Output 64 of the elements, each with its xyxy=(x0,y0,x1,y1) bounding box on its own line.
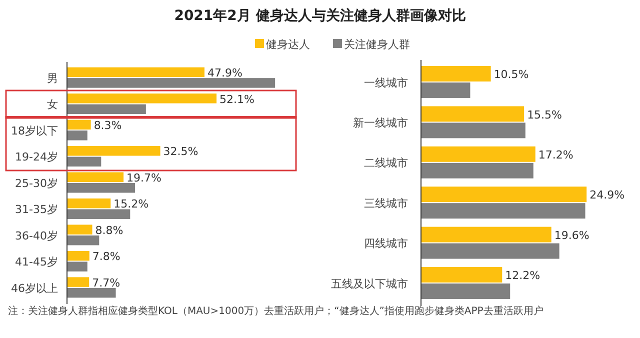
bar xyxy=(421,267,502,283)
y-tick-label: 25-30岁 xyxy=(15,176,58,190)
bar xyxy=(421,66,491,82)
y-tick-label: 三线城市 xyxy=(364,196,408,210)
bar xyxy=(421,203,586,219)
text: 2021年2月 健身达人与关注健身人群画像对比 xyxy=(174,7,466,24)
y-tick-label: 18岁以下 xyxy=(11,124,58,138)
bar xyxy=(421,122,526,138)
y-tick-label: 男 xyxy=(47,72,58,85)
bar xyxy=(67,104,146,114)
bar xyxy=(67,288,116,298)
bar xyxy=(67,156,102,167)
y-tick-label: 41-45岁 xyxy=(15,256,58,269)
data-label: 7.8% xyxy=(92,250,120,264)
data-label: 15.2% xyxy=(114,198,149,211)
data-label: 12.2% xyxy=(505,269,540,282)
legend-label: 健身达人 xyxy=(266,38,310,51)
data-label: 7.7% xyxy=(92,276,120,290)
bar xyxy=(67,235,100,246)
data-label: 19.7% xyxy=(126,171,162,184)
data-label: 8.8% xyxy=(95,224,124,237)
bar xyxy=(67,146,160,156)
bar xyxy=(67,183,136,193)
bar xyxy=(421,106,524,122)
data-label: 15.5% xyxy=(527,108,562,122)
y-tick-label: 二线城市 xyxy=(364,156,408,170)
bar xyxy=(67,78,276,88)
bar xyxy=(421,186,587,202)
bar xyxy=(421,284,510,299)
bar xyxy=(67,130,88,140)
bar xyxy=(67,94,217,104)
legend-label: 关注健身人群 xyxy=(344,38,410,51)
bar xyxy=(67,120,91,130)
y-tick-label: 46岁以上 xyxy=(11,282,58,295)
y-tick-label: 31-35岁 xyxy=(15,203,58,216)
bar xyxy=(67,262,88,272)
bar xyxy=(67,67,204,78)
y-tick-label: 五线及以下城市 xyxy=(331,277,408,290)
y-tick-label: 36-40岁 xyxy=(15,229,58,242)
y-tick-label: 19-24岁 xyxy=(15,150,58,164)
annotation: 注：关注健身人群指相应健身类型KOL（MAU>1000万）去重活跃用户；“健身达人”指使用跑步健身类APP去重活跃用户 xyxy=(8,305,544,317)
data-label: 8.3% xyxy=(94,119,122,132)
bar xyxy=(67,209,130,219)
bar xyxy=(421,146,536,162)
bar xyxy=(67,224,92,234)
y-tick-label: 新一线城市 xyxy=(353,116,408,130)
y-tick-label: 四线城市 xyxy=(364,237,408,250)
y-tick-label: 一线城市 xyxy=(364,76,408,90)
data-label: 10.5% xyxy=(494,68,529,82)
bar xyxy=(67,172,124,182)
bar xyxy=(421,82,470,98)
data-label: 32.5% xyxy=(163,145,198,158)
bar xyxy=(421,243,560,259)
data-label: 24.9% xyxy=(590,188,625,202)
bar xyxy=(421,226,552,242)
data-label: 52.1% xyxy=(220,92,254,106)
bar xyxy=(67,198,111,208)
data-label: 17.2% xyxy=(538,148,574,162)
bar xyxy=(67,277,90,287)
data-label: 19.6% xyxy=(554,228,590,242)
y-tick-label: 女 xyxy=(47,98,58,112)
bar xyxy=(421,162,534,178)
bar xyxy=(67,250,90,261)
data-label: 47.9% xyxy=(207,66,242,80)
